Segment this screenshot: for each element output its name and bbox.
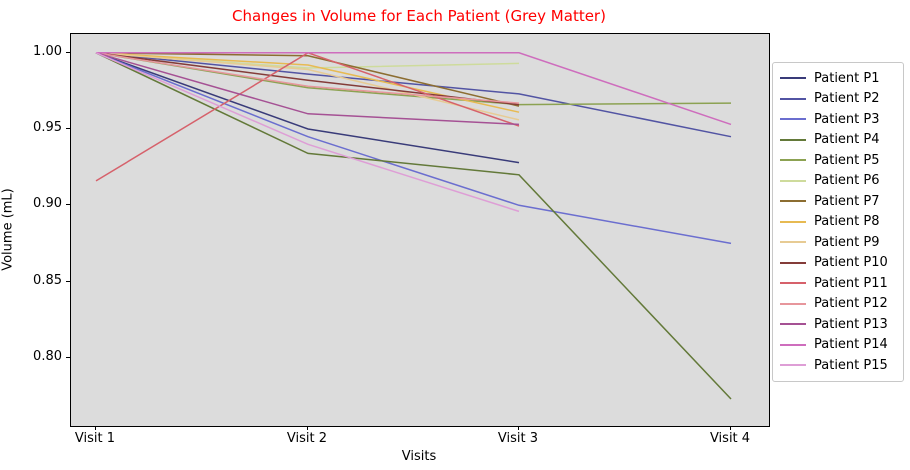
legend-item-patient-p6: Patient P6 bbox=[780, 171, 896, 192]
series-line-patient-p13 bbox=[95, 52, 520, 126]
legend-label: Patient P4 bbox=[814, 132, 880, 148]
legend-item-patient-p4: Patient P4 bbox=[780, 130, 896, 151]
legend-line-swatch bbox=[780, 118, 806, 121]
legend-label: Patient P15 bbox=[814, 357, 888, 373]
legend-item-patient-p14: Patient P14 bbox=[780, 335, 896, 356]
x-tick-label-visit-3: Visit 3 bbox=[497, 431, 539, 446]
legend-label: Patient P11 bbox=[814, 275, 888, 291]
legend-label: Patient P3 bbox=[814, 111, 880, 127]
legend-line-swatch bbox=[780, 261, 806, 264]
legend-item-patient-p2: Patient P2 bbox=[780, 89, 896, 110]
x-tick-label-visit-1: Visit 1 bbox=[74, 431, 116, 446]
series-line-patient-p10 bbox=[95, 52, 520, 106]
series-line-patient-p2 bbox=[95, 52, 732, 138]
legend-item-patient-p3: Patient P3 bbox=[780, 109, 896, 130]
legend-label: Patient P1 bbox=[814, 70, 880, 86]
x-tick-mark bbox=[517, 426, 519, 430]
legend-label: Patient P5 bbox=[814, 152, 880, 168]
legend-item-patient-p13: Patient P13 bbox=[780, 314, 896, 335]
legend-line-swatch bbox=[780, 241, 806, 244]
legend-line-swatch bbox=[780, 220, 806, 223]
y-tick-mark bbox=[66, 356, 70, 358]
legend-line-swatch bbox=[780, 364, 806, 367]
legend-label: Patient P6 bbox=[814, 173, 880, 189]
legend-label: Patient P13 bbox=[814, 316, 888, 332]
legend-item-patient-p11: Patient P11 bbox=[780, 273, 896, 294]
series-line-patient-p4 bbox=[95, 52, 732, 400]
series-line-patient-p11 bbox=[95, 51, 520, 182]
y-tick-label-0.95: 0.95 bbox=[33, 120, 62, 136]
series-line-patient-p15 bbox=[95, 52, 520, 213]
chart-canvas bbox=[95, 51, 732, 400]
legend-line-swatch bbox=[780, 282, 806, 285]
legend-item-patient-p1: Patient P1 bbox=[780, 68, 896, 89]
y-tick-label-0.85: 0.85 bbox=[33, 272, 62, 288]
series-line-patient-p3 bbox=[95, 52, 732, 245]
legend-line-swatch bbox=[780, 138, 806, 141]
legend-line-swatch bbox=[780, 343, 806, 346]
y-tick-mark bbox=[66, 204, 70, 206]
legend-item-patient-p9: Patient P9 bbox=[780, 232, 896, 253]
legend-line-swatch bbox=[780, 159, 806, 162]
x-tick-mark bbox=[730, 426, 732, 430]
y-tick-mark bbox=[66, 128, 70, 130]
series-line-patient-p7 bbox=[95, 52, 520, 107]
legend-item-patient-p10: Patient P10 bbox=[780, 253, 896, 274]
legend-label: Patient P7 bbox=[814, 193, 880, 209]
x-tick-label-visit-2: Visit 2 bbox=[286, 431, 328, 446]
legend-line-swatch bbox=[780, 97, 806, 100]
legend-label: Patient P10 bbox=[814, 255, 888, 271]
y-tick-mark bbox=[66, 280, 70, 282]
legend-box: Patient P1 Patient P2 Patient P3 Patient P4… bbox=[772, 62, 904, 382]
series-line-patient-p12 bbox=[95, 52, 520, 104]
legend-line-swatch bbox=[780, 302, 806, 305]
plot-area bbox=[70, 33, 770, 427]
y-axis-label: Volume (mL) bbox=[0, 188, 16, 271]
y-tick-label-0.80: 0.80 bbox=[33, 348, 62, 364]
legend-line-swatch bbox=[780, 179, 806, 182]
y-tick-label-1.00: 1.00 bbox=[33, 43, 62, 59]
legend-line-swatch bbox=[780, 200, 806, 203]
legend-item-patient-p15: Patient P15 bbox=[780, 355, 896, 376]
legend-label: Patient P2 bbox=[814, 91, 880, 107]
x-axis-label: Visits bbox=[401, 449, 437, 464]
legend-item-patient-p7: Patient P7 bbox=[780, 191, 896, 212]
x-tick-mark bbox=[94, 426, 96, 430]
legend-item-patient-p12: Patient P12 bbox=[780, 294, 896, 315]
chart-title: Changes in Volume for Each Patient (Grey… bbox=[232, 7, 606, 25]
legend-line-swatch bbox=[780, 323, 806, 326]
series-line-patient-p14 bbox=[96, 52, 732, 126]
y-tick-label-0.90: 0.90 bbox=[33, 196, 62, 212]
legend-label: Patient P8 bbox=[814, 214, 880, 230]
y-tick-mark bbox=[66, 51, 70, 53]
series-line-patient-p1 bbox=[95, 52, 520, 164]
legend-item-patient-p5: Patient P5 bbox=[780, 150, 896, 171]
x-tick-label-visit-4: Visit 4 bbox=[709, 431, 751, 446]
legend-item-patient-p8: Patient P8 bbox=[780, 212, 896, 233]
legend-label: Patient P12 bbox=[814, 296, 888, 312]
x-tick-mark bbox=[306, 426, 308, 430]
legend-label: Patient P14 bbox=[814, 337, 888, 353]
legend-label: Patient P9 bbox=[814, 234, 880, 250]
series-line-patient-p9 bbox=[95, 52, 520, 121]
legend-line-swatch bbox=[780, 77, 806, 80]
